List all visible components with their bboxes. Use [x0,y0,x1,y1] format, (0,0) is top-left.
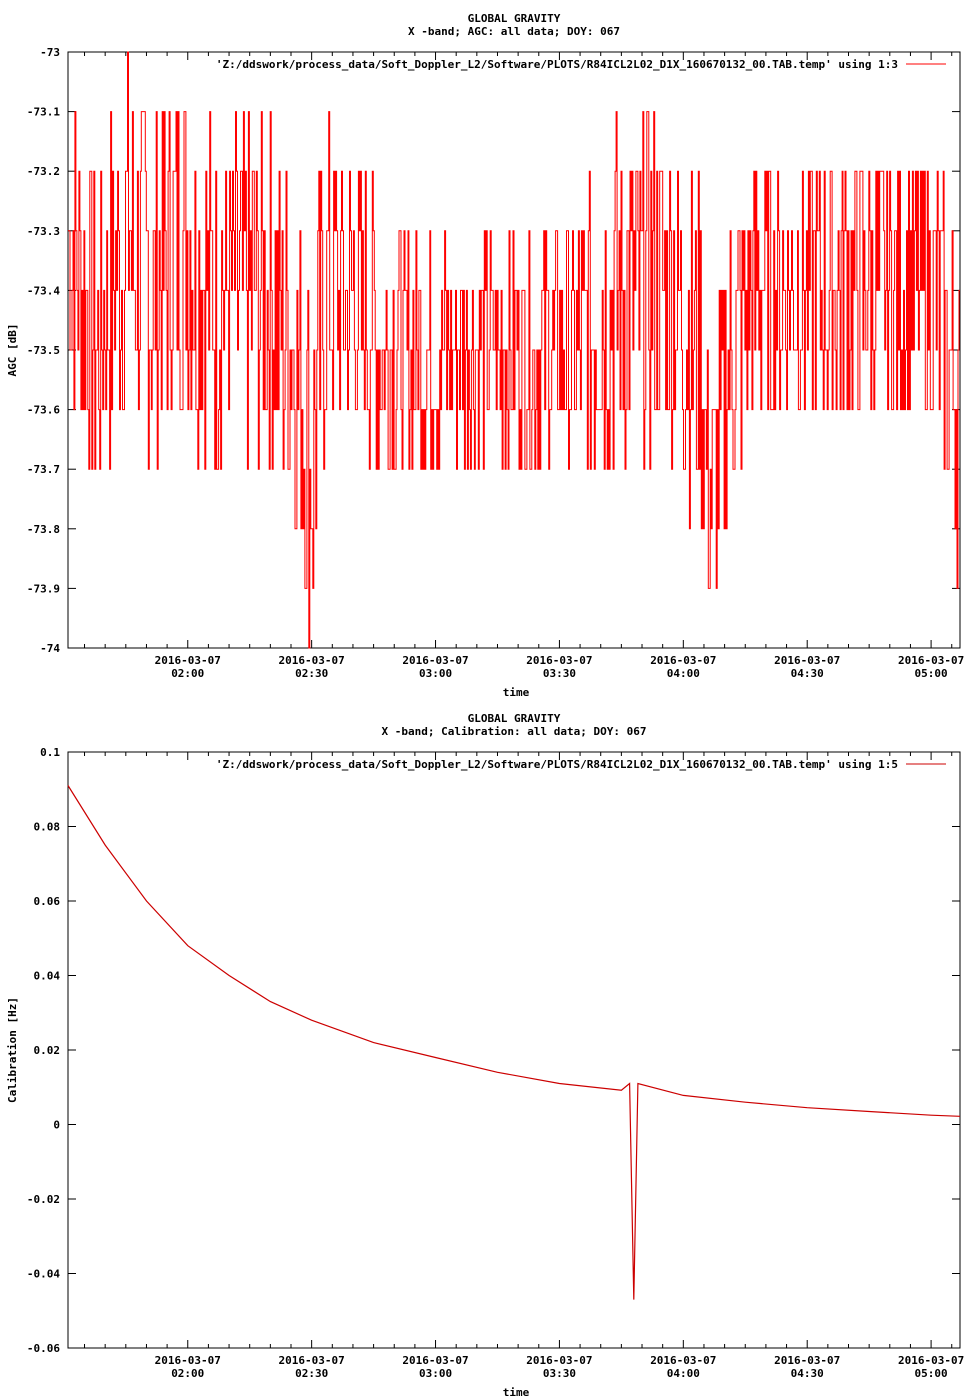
x-tick-label-time: 04:00 [667,1367,700,1380]
chart-subtitle: X -band; AGC: all data; DOY: 067 [408,25,620,38]
y-tick-label: -73.5 [27,344,60,357]
x-tick-label-time: 05:00 [915,667,948,680]
x-tick-label-time: 02:00 [171,1367,204,1380]
chart-title: GLOBAL GRAVITY [468,12,561,25]
y-tick-label: 0.06 [34,895,61,908]
x-tick-label-time: 03:00 [419,1367,452,1380]
y-tick-label: 0.08 [34,821,61,834]
x-axis-label: time [503,1386,530,1399]
x-tick-label-date: 2016-03-07 [526,654,592,667]
y-tick-label: -73.3 [27,225,60,238]
y-tick-label: 0.02 [34,1044,61,1057]
x-tick-label-date: 2016-03-07 [155,654,221,667]
x-tick-label-date: 2016-03-07 [402,654,468,667]
x-tick-label-date: 2016-03-07 [898,654,964,667]
x-tick-label-date: 2016-03-07 [402,1354,468,1367]
y-axis-label: AGC [dB] [6,324,19,377]
plot-frame [67,751,961,1349]
x-axis-label: time [503,686,530,699]
x-tick-label-time: 05:00 [915,1367,948,1380]
x-tick-label-date: 2016-03-07 [774,1354,840,1367]
y-tick-label: -74 [40,642,60,655]
y-tick-label: -73.4 [27,284,60,297]
y-axis-label: Calibration [Hz] [6,997,19,1103]
y-tick-label: -73.2 [27,165,60,178]
x-tick-label-date: 2016-03-07 [774,654,840,667]
y-tick-label: -0.04 [27,1268,60,1281]
y-tick-label: -73.7 [27,463,60,476]
x-tick-label-time: 03:00 [419,667,452,680]
x-tick-label-date: 2016-03-07 [898,1354,964,1367]
y-tick-label: -0.02 [27,1193,60,1206]
y-tick-label: -73.1 [27,106,60,119]
x-tick-label-time: 02:30 [295,1367,328,1380]
y-tick-label: 0.04 [34,970,61,983]
y-tick-label: -73.9 [27,582,60,595]
x-tick-label-time: 04:30 [791,1367,824,1380]
y-tick-label: 0.1 [40,746,60,759]
legend-label: 'Z:/ddswork/process_data/Soft_Doppler_L2… [216,758,898,771]
x-tick-label-date: 2016-03-07 [650,1354,716,1367]
y-tick-label: -73.6 [27,404,60,417]
y-tick-label: -0.06 [27,1342,60,1355]
x-tick-label-time: 02:00 [171,667,204,680]
x-tick-label-time: 04:00 [667,667,700,680]
x-tick-label-time: 03:30 [543,1367,576,1380]
x-tick-label-time: 04:30 [791,667,824,680]
x-tick-label-date: 2016-03-07 [279,1354,345,1367]
y-tick-label: -73.8 [27,523,60,536]
x-tick-label-time: 03:30 [543,667,576,680]
x-tick-label-date: 2016-03-07 [155,1354,221,1367]
x-tick-label-time: 02:30 [295,667,328,680]
series-line-1 [68,51,960,649]
y-tick-label: 0 [53,1119,60,1132]
legend-label: 'Z:/ddswork/process_data/Soft_Doppler_L2… [216,58,898,71]
x-tick-label-date: 2016-03-07 [279,654,345,667]
y-tick-label: -73 [40,46,60,59]
x-tick-label-date: 2016-03-07 [526,1354,592,1367]
x-tick-label-date: 2016-03-07 [650,654,716,667]
chart-title: GLOBAL GRAVITY [468,712,561,725]
series-line-1 [67,785,961,1300]
chart-subtitle: X -band; Calibration: all data; DOY: 067 [382,725,647,738]
